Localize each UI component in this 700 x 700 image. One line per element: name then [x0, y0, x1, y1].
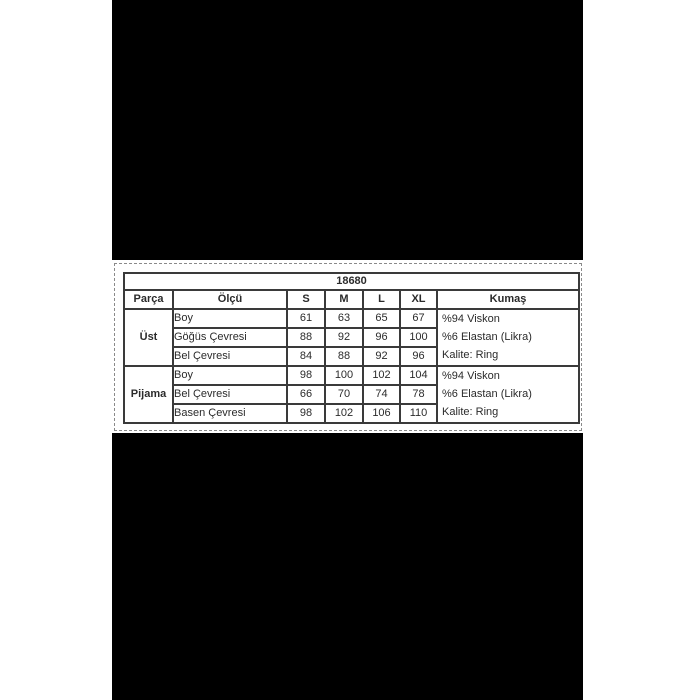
table-row-pijama-boy: Pijama Boy 98 100 102 104 %94 Viskon %6 …: [123, 365, 580, 424]
col-header-m: M: [324, 289, 364, 310]
row-label: Basen Çevresi: [172, 403, 288, 424]
table-row-pijama-bel: Bel Çevresi 66 70 74 78: [124, 384, 579, 405]
col-header-kumas: Kumaş: [436, 289, 580, 310]
size-chart-table: 18680 Parça Ölçü S M L XL Kumaş Üst Boy …: [123, 272, 580, 424]
size-value-l: 92: [362, 346, 401, 367]
table-row-ust-bel: Bel Çevresi 84 88 92 96: [124, 346, 579, 367]
product-code-cell: 18680: [123, 272, 580, 291]
black-backdrop-top: [112, 0, 583, 260]
row-label: Boy: [172, 365, 288, 386]
size-value-s: 98: [286, 365, 326, 386]
size-value-l: 102: [362, 365, 401, 386]
size-value-s: 88: [286, 327, 326, 348]
col-header-parca: Parça: [123, 289, 174, 310]
table-row-ust-boy: Üst Boy 61 63 65 67 %94 Viskon %6 Elasta…: [123, 308, 580, 367]
size-value-l: 96: [362, 327, 401, 348]
size-value-m: 92: [324, 327, 364, 348]
fabric-line: %6 Elastan (Likra): [442, 331, 532, 343]
fabric-line: %94 Viskon: [442, 370, 500, 382]
size-value-xl: 104: [399, 365, 438, 386]
size-value-xl: 67: [399, 308, 438, 329]
col-header-xl: XL: [399, 289, 438, 310]
col-header-l: L: [362, 289, 401, 310]
fabric-line: %6 Elastan (Likra): [442, 388, 532, 400]
size-value-xl: 100: [399, 327, 438, 348]
size-value-xl: 78: [399, 384, 438, 405]
fabric-line: Kalite: Ring: [442, 406, 499, 418]
table-row-pijama-basen: Basen Çevresi 98 102 106 110: [124, 403, 579, 424]
size-value-s: 84: [286, 346, 326, 367]
fabric-line: Kalite: Ring: [442, 349, 499, 361]
size-value-m: 63: [324, 308, 364, 329]
fabric-cell-pijama: %94 Viskon %6 Elastan (Likra) Kalite: Ri…: [436, 365, 580, 424]
black-backdrop-bottom: [112, 433, 583, 700]
size-value-l: 74: [362, 384, 401, 405]
section-label-pijama: Pijama: [123, 365, 174, 424]
row-label: Göğüs Çevresi: [172, 327, 288, 348]
col-header-olcu: Ölçü: [172, 289, 288, 310]
size-value-xl: 110: [399, 403, 438, 424]
size-value-m: 102: [324, 403, 364, 424]
column-header-row: Parça Ölçü S M L XL Kumaş: [123, 289, 580, 310]
col-header-s: S: [286, 289, 326, 310]
size-value-l: 65: [362, 308, 401, 329]
size-value-m: 70: [324, 384, 364, 405]
table-row-ust-gogus: Göğüs Çevresi 88 92 96 100: [124, 327, 579, 348]
fabric-line: %94 Viskon: [442, 313, 500, 325]
size-value-xl: 96: [399, 346, 438, 367]
size-value-s: 98: [286, 403, 326, 424]
size-value-s: 61: [286, 308, 326, 329]
size-value-l: 106: [362, 403, 401, 424]
fabric-cell-ust: %94 Viskon %6 Elastan (Likra) Kalite: Ri…: [436, 308, 580, 367]
row-label: Boy: [172, 308, 288, 329]
size-value-m: 100: [324, 365, 364, 386]
row-label: Bel Çevresi: [172, 384, 288, 405]
product-code-row: 18680: [123, 272, 580, 291]
size-value-m: 88: [324, 346, 364, 367]
row-label: Bel Çevresi: [172, 346, 288, 367]
section-label-ust: Üst: [123, 308, 174, 367]
size-value-s: 66: [286, 384, 326, 405]
